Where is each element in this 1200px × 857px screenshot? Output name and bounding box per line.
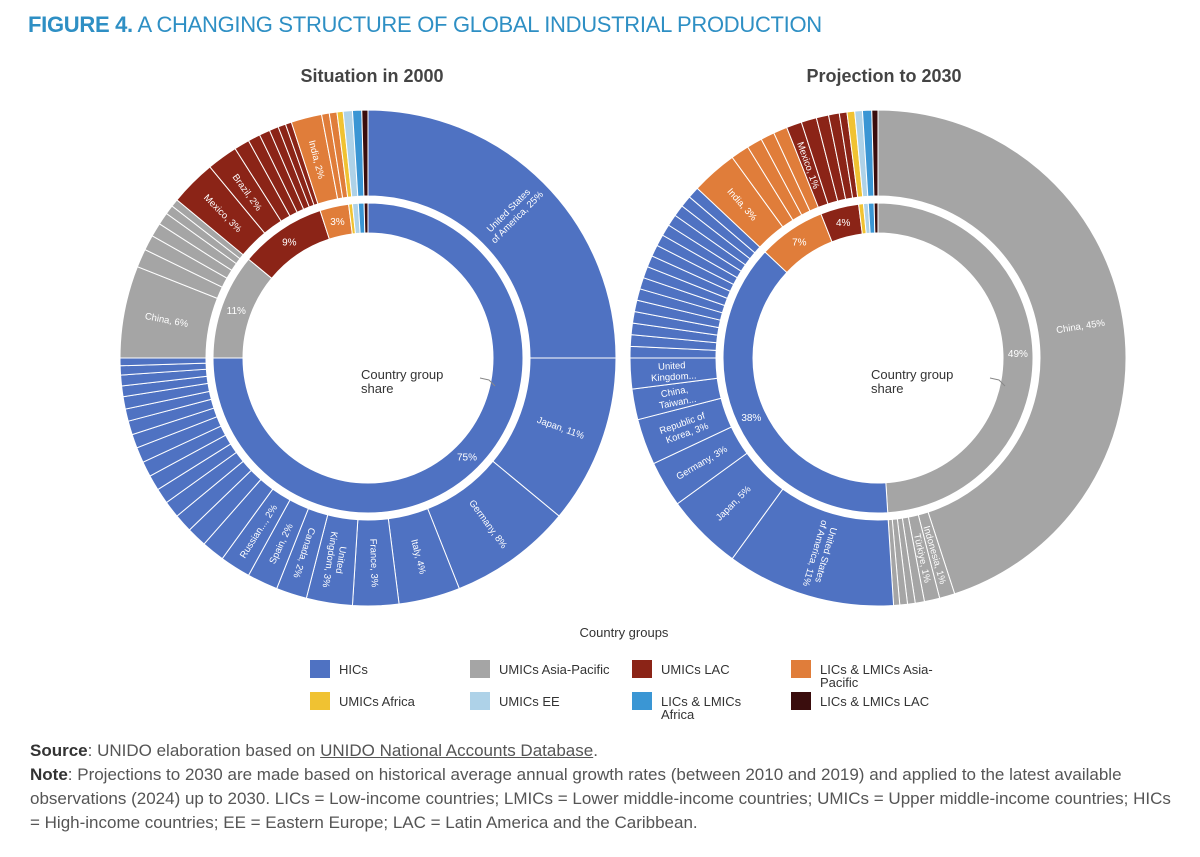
inner-value-label: 11%	[227, 306, 246, 317]
segment-label: France, 3%	[367, 538, 380, 587]
legend-swatch	[632, 660, 652, 678]
legend-swatch	[632, 692, 652, 710]
legend-swatch	[470, 692, 490, 710]
legend-item: LICs & LMICs Africa	[632, 692, 777, 721]
leader-line	[989, 377, 1006, 387]
source-end: .	[593, 741, 598, 760]
chart-title: Situation in 2000	[300, 66, 443, 86]
note-label: Note	[30, 765, 68, 784]
source: Source: UNIDO elaboration based on UNIDO…	[30, 739, 1175, 763]
legend-item: LICs & LMICs Asia-Pacific	[791, 660, 936, 689]
legend-label: UMICs EE	[499, 694, 560, 709]
legend-swatch	[791, 692, 811, 710]
legend-label: HICs	[339, 662, 368, 677]
inner-value-label: 75%	[457, 452, 477, 463]
outer-segment	[361, 109, 369, 197]
outer-segment	[871, 109, 879, 197]
legend-label: UMICs Africa	[339, 694, 415, 709]
inner-value-label: 3%	[330, 217, 345, 228]
source-label: Source	[30, 741, 88, 760]
inner-value-label: 9%	[282, 238, 297, 249]
legend-item: LICs & LMICs LAC	[791, 692, 936, 710]
legend-item: UMICs LAC	[632, 660, 777, 678]
inner-value-label: 7%	[792, 238, 807, 249]
legend-label: LICs & LMICs Africa	[661, 694, 742, 722]
inner-segment	[363, 202, 369, 234]
outer-segment	[367, 109, 617, 359]
inner-value-label: 4%	[836, 218, 851, 229]
legend-label: LICs & LMICs LAC	[820, 694, 930, 709]
inner-value-label: 38%	[741, 413, 761, 424]
figure-title: A CHANGING STRUCTURE OF GLOBAL INDUSTRIA…	[137, 12, 822, 37]
legend-swatch	[310, 692, 330, 710]
legend-label: UMICs Asia-Pacific	[499, 662, 610, 677]
inner-value-label: 49%	[1008, 349, 1028, 360]
legend-label: LICs & LMICs Asia-Pacific	[820, 662, 933, 690]
center-label: Country group share	[871, 367, 954, 396]
segment-label: United Kingdom...	[650, 360, 697, 385]
legend-item: UMICs Africa	[310, 692, 455, 710]
center-label: Country group share	[361, 367, 444, 396]
chart-title: Projection to 2030	[806, 66, 961, 86]
legend-title: Country groups	[579, 625, 669, 640]
inner-segment	[873, 202, 879, 234]
note: Note: Projections to 2030 are made based…	[30, 763, 1175, 835]
legend-swatch	[310, 660, 330, 678]
source-link[interactable]: UNIDO National Accounts Database	[320, 741, 594, 760]
segment-label: China, Taiwan...	[656, 383, 697, 412]
footnotes: Source: UNIDO elaboration based on UNIDO…	[30, 739, 1175, 835]
legend-item: UMICs EE	[470, 692, 615, 710]
legend-item: HICs	[310, 660, 455, 678]
legend-item: UMICs Asia-Pacific	[470, 660, 615, 678]
outer-segment	[877, 109, 1127, 595]
figure-header: FIGURE 4. A CHANGING STRUCTURE OF GLOBAL…	[28, 12, 822, 38]
legend-label: UMICs LAC	[661, 662, 730, 677]
note-text: : Projections to 2030 are made based on …	[30, 765, 1171, 832]
legend-swatch	[470, 660, 490, 678]
inner-segment	[212, 202, 524, 514]
figure-number: FIGURE 4.	[28, 12, 133, 37]
source-text: : UNIDO elaboration based on	[87, 741, 321, 760]
leader-line	[479, 377, 496, 387]
legend-swatch	[791, 660, 811, 678]
